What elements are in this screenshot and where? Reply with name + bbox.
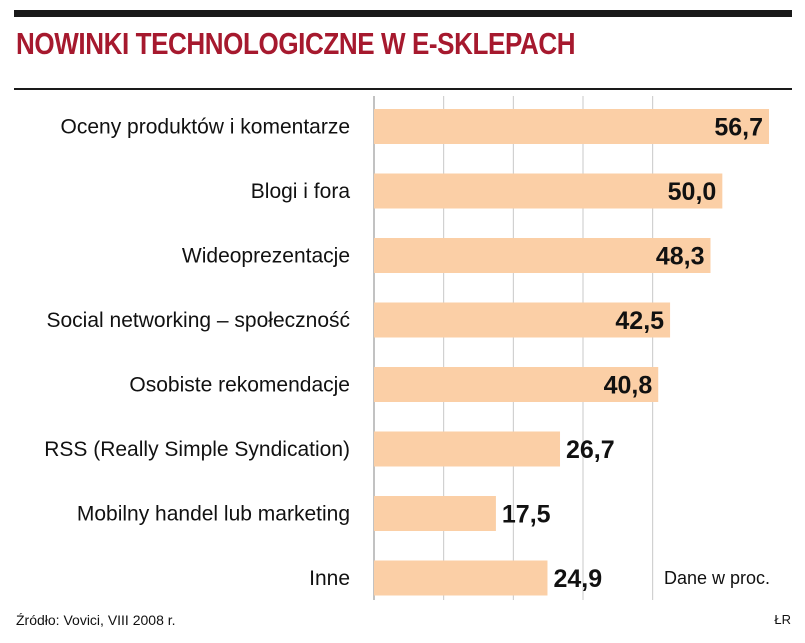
bar bbox=[374, 302, 671, 338]
bar bbox=[374, 431, 561, 467]
category-label: Wideoprezentacje bbox=[182, 245, 350, 268]
value-label: 17,5 bbox=[502, 501, 551, 529]
title-rule bbox=[14, 88, 792, 90]
top-rule bbox=[14, 10, 792, 17]
chart-title: NOWINKI TECHNOLOGICZNE W E-SKLEPACH bbox=[16, 26, 576, 61]
value-label: 56,7 bbox=[714, 114, 763, 142]
category-label: Oceny produktów i komentarze bbox=[61, 116, 350, 139]
category-label: Social networking – społeczność bbox=[47, 309, 351, 332]
category-label: Blogi i fora bbox=[251, 180, 351, 203]
value-labels: 56,7 50,0 48,3 42,5 40,8 26,7 17,5 24,9 bbox=[502, 114, 763, 594]
category-label: Mobilny handel lub marketing bbox=[77, 503, 350, 526]
author-credit: ŁR bbox=[774, 612, 791, 627]
value-label: 26,7 bbox=[566, 436, 615, 464]
bar bbox=[374, 173, 723, 209]
bar bbox=[374, 367, 659, 402]
source-note: Źródło: Vovici, VIII 2008 r. bbox=[16, 612, 176, 628]
value-label: 24,9 bbox=[553, 565, 602, 593]
category-label: Osobiste rekomendacje bbox=[129, 374, 350, 397]
unit-note: Dane w proc. bbox=[664, 568, 770, 588]
category-labels: Oceny produktów i komentarze Blogi i fora… bbox=[44, 116, 350, 591]
value-label: 40,8 bbox=[604, 372, 653, 400]
bar bbox=[374, 560, 548, 596]
value-label: 42,5 bbox=[615, 307, 664, 335]
bar bbox=[374, 109, 770, 144]
bar bbox=[374, 496, 496, 531]
category-label: Inne bbox=[309, 567, 350, 590]
value-label: 48,3 bbox=[656, 243, 705, 271]
bar bbox=[374, 238, 711, 273]
bars bbox=[374, 109, 770, 596]
category-label: RSS (Really Simple Syndication) bbox=[44, 438, 350, 461]
value-label: 50,0 bbox=[668, 178, 717, 206]
